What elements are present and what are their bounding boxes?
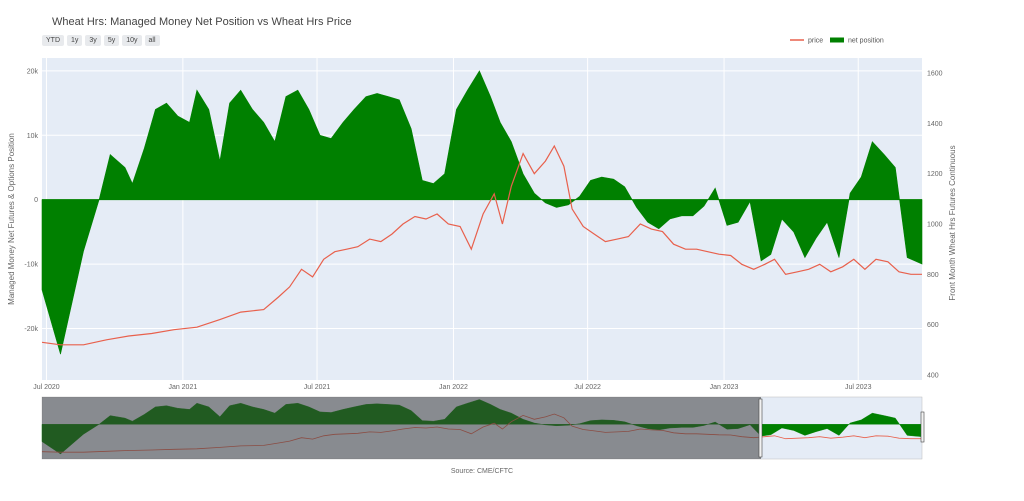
range-button-1y[interactable]: 1y bbox=[67, 35, 83, 46]
x-tick-label: Jan 2021 bbox=[168, 384, 197, 391]
range-selector: YTD 1y 3y 5y 10y all bbox=[42, 35, 160, 46]
y-left-axis-title: Managed Money Net Futures & Options Posi… bbox=[7, 133, 16, 305]
y-left-tick-label: 10k bbox=[27, 133, 39, 140]
net-position-area[interactable] bbox=[41, 70, 923, 355]
y-right-tick-label: 1000 bbox=[927, 222, 943, 229]
range-button-ytd[interactable]: YTD bbox=[42, 35, 64, 46]
x-tick-label: Jul 2021 bbox=[304, 384, 331, 391]
chart-title: Wheat Hrs: Managed Money Net Position vs… bbox=[52, 16, 352, 28]
x-tick-label: Jan 2022 bbox=[439, 384, 468, 391]
y-right-tick-label: 600 bbox=[927, 322, 939, 329]
y-right-tick-label: 1600 bbox=[927, 71, 943, 78]
x-tick-label: Jul 2023 bbox=[845, 384, 872, 391]
x-tick-label: Jan 2023 bbox=[710, 384, 739, 391]
price-line[interactable] bbox=[41, 144, 922, 346]
y-right-tick-label: 1200 bbox=[927, 171, 943, 178]
range-button-5y[interactable]: 5y bbox=[103, 35, 120, 46]
y-left-tick-label: -10k bbox=[24, 262, 38, 269]
legend-net-position-swatch bbox=[830, 37, 844, 43]
y-left-tick-label: 0 bbox=[34, 197, 38, 204]
y-right-tick-label: 800 bbox=[927, 272, 939, 279]
chart-source: Source: CME/CFTC bbox=[451, 468, 513, 475]
legend-net-position-label: net position bbox=[848, 38, 884, 45]
y-right-axis-title: Front Month Wheat Hrs Futures Continuous bbox=[948, 145, 957, 300]
range-slider-left-handle[interactable] bbox=[758, 398, 763, 458]
range-button-10y[interactable]: 10y bbox=[122, 35, 142, 46]
legend-price-label: price bbox=[808, 38, 823, 45]
range-slider-mask bbox=[42, 397, 761, 459]
y-left-tick-label: -20k bbox=[24, 326, 38, 333]
range-button-all[interactable]: all bbox=[144, 35, 160, 46]
x-tick-label: Jul 2022 bbox=[574, 384, 601, 391]
y-left-tick-label: 20k bbox=[27, 68, 39, 75]
range-button-3y[interactable]: 3y bbox=[85, 35, 101, 46]
y-right-tick-label: 1400 bbox=[927, 121, 943, 128]
range-slider-right-handle[interactable] bbox=[920, 411, 925, 443]
y-right-tick-label: 400 bbox=[927, 372, 939, 379]
x-tick-label: Jul 2020 bbox=[33, 384, 60, 391]
